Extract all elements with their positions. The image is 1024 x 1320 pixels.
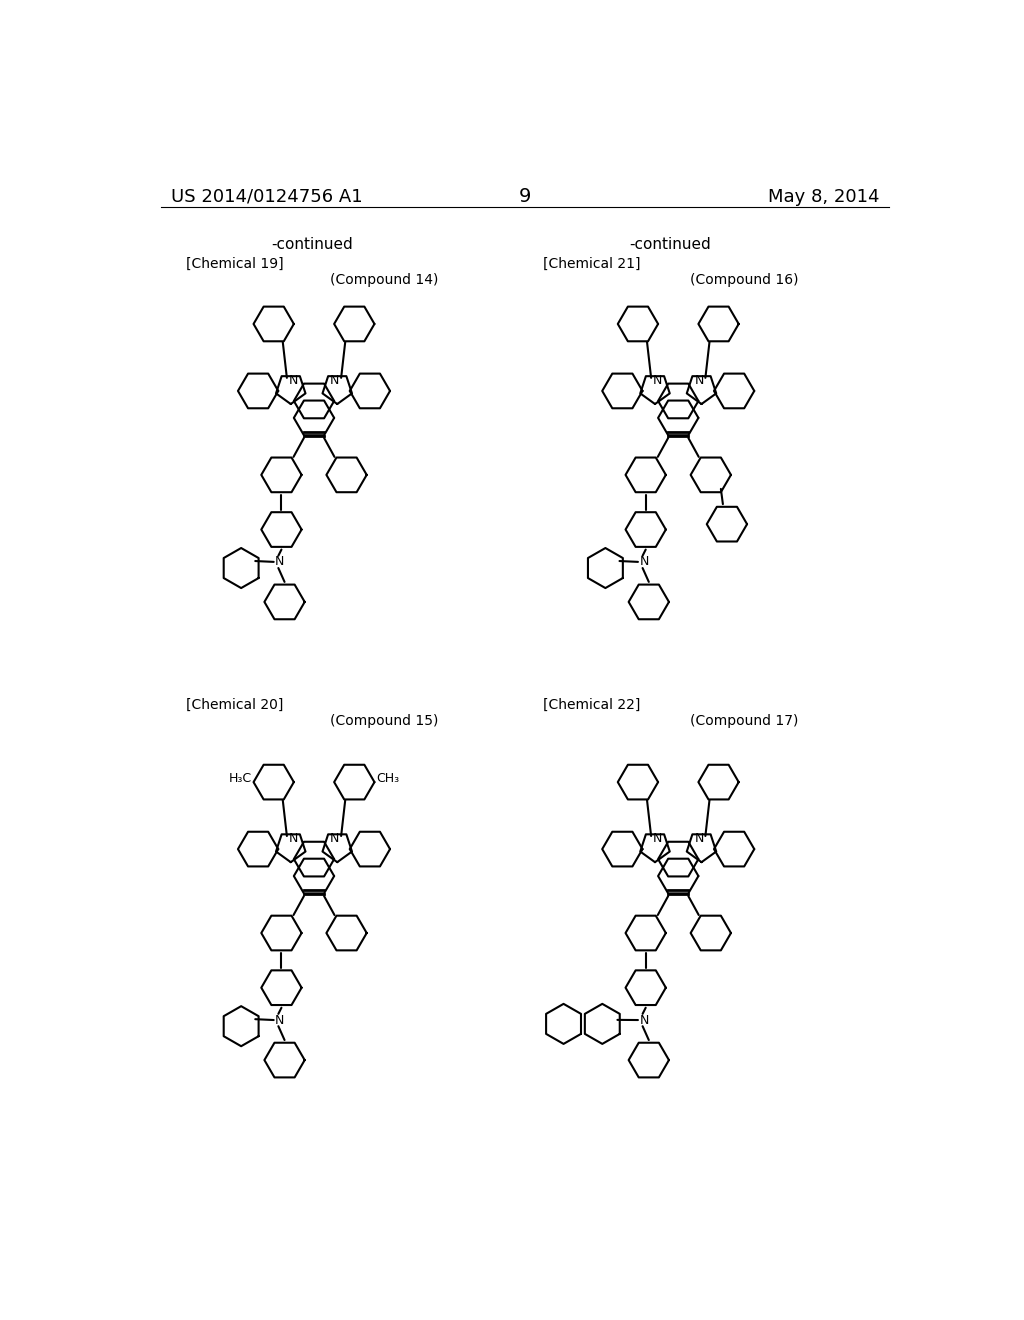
Text: May 8, 2014: May 8, 2014 <box>768 187 880 206</box>
Text: [Chemical 22]: [Chemical 22] <box>543 698 640 711</box>
Text: CH₃: CH₃ <box>377 772 399 784</box>
Text: N: N <box>289 374 298 387</box>
Text: (Compound 15): (Compound 15) <box>330 714 438 727</box>
Text: N: N <box>694 374 703 387</box>
Text: N: N <box>652 374 662 387</box>
Text: N: N <box>652 832 662 845</box>
Text: N: N <box>275 556 285 569</box>
Text: (Compound 16): (Compound 16) <box>690 273 799 286</box>
Text: N: N <box>275 1014 285 1027</box>
Text: 9: 9 <box>518 187 531 206</box>
Text: (Compound 14): (Compound 14) <box>330 273 438 286</box>
Text: N: N <box>330 374 340 387</box>
Text: H₃C: H₃C <box>228 772 252 784</box>
Text: N: N <box>330 832 340 845</box>
Text: -continued: -continued <box>270 238 352 252</box>
Text: (Compound 17): (Compound 17) <box>690 714 799 727</box>
Text: [Chemical 19]: [Chemical 19] <box>186 257 284 271</box>
Text: N: N <box>289 832 298 845</box>
Text: [Chemical 20]: [Chemical 20] <box>186 698 284 711</box>
Text: N: N <box>639 556 649 569</box>
Text: US 2014/0124756 A1: US 2014/0124756 A1 <box>171 187 362 206</box>
Text: N: N <box>639 1014 649 1027</box>
Text: [Chemical 21]: [Chemical 21] <box>543 257 640 271</box>
Text: N: N <box>694 832 703 845</box>
Text: -continued: -continued <box>630 238 712 252</box>
